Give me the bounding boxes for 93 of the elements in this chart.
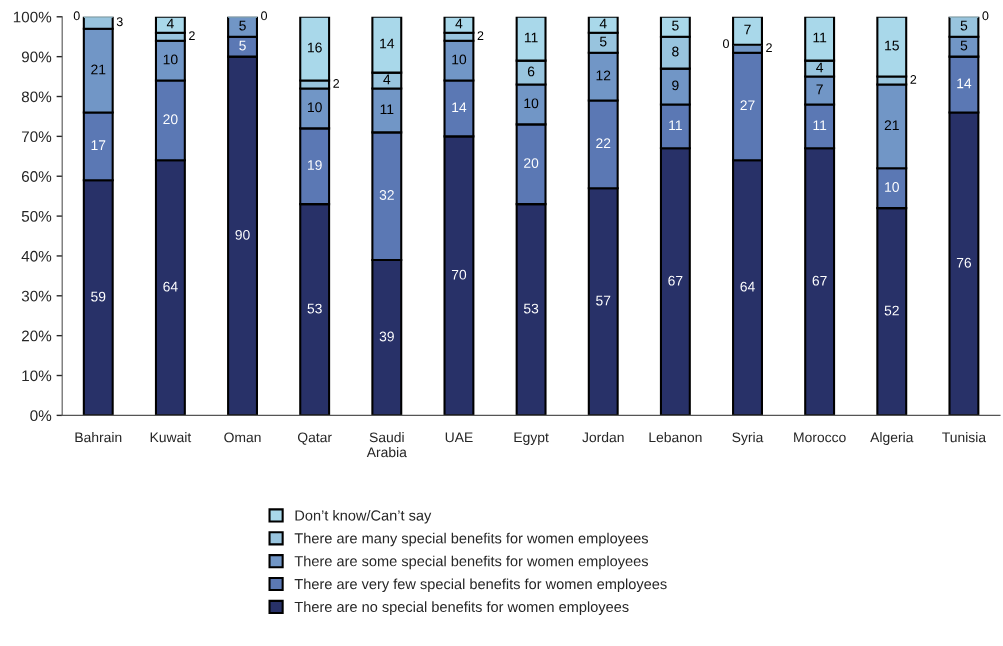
data-label: 11 (813, 32, 827, 43)
data-label: 6 (527, 66, 535, 77)
data-label: 90 (235, 229, 250, 240)
legend-label: There are no special benefits for women employees (294, 601, 629, 615)
x-tick-label: Egypt (514, 432, 549, 445)
y-tick-label: 100% (13, 11, 52, 23)
x-tick-label: Bahrain (75, 432, 122, 443)
data-label: 12 (596, 70, 611, 81)
data-label: 10 (452, 54, 467, 65)
data-label: 5 (239, 20, 246, 31)
data-label: 27 (740, 100, 755, 111)
y-tick-label: 10% (22, 370, 52, 382)
data-label: 5 (960, 20, 968, 31)
data-label: 4 (816, 62, 824, 73)
x-tick-label: Saudi Arabia (366, 432, 407, 458)
data-label: 11 (380, 104, 394, 115)
data-label: 70 (451, 269, 467, 280)
data-label: 21 (884, 120, 899, 130)
data-label: 5 (672, 20, 679, 31)
data-label: 11 (813, 120, 827, 130)
y-tick-label: 20% (21, 330, 52, 342)
y-tick-label: 30% (21, 290, 52, 302)
data-label: 21 (91, 64, 106, 75)
x-tick-label: Morocco (794, 432, 846, 443)
legend-label: Don’t know/Can’t say (295, 509, 432, 524)
data-label: 5 (239, 40, 246, 51)
data-label: 20 (524, 158, 539, 168)
data-label: 11 (669, 120, 682, 130)
data-label: 20 (163, 114, 178, 125)
data-label: 22 (596, 138, 611, 148)
x-tick-label: Tunisia (942, 432, 987, 443)
data-label: 2 (910, 75, 917, 84)
y-tick-label: 60% (21, 171, 52, 182)
x-tick-label: UAE (445, 432, 473, 443)
data-label: 2 (477, 31, 484, 40)
data-label: 19 (308, 160, 322, 170)
data-label: 4 (599, 18, 607, 29)
data-label: 15 (885, 40, 899, 51)
data-label: 67 (812, 275, 827, 286)
y-tick-label: 50% (21, 210, 52, 222)
data-label: 10 (524, 98, 539, 109)
data-label: 64 (740, 281, 755, 292)
x-tick-label: Algeria (870, 432, 914, 445)
data-label: 10 (885, 182, 899, 192)
data-label: 4 (383, 74, 391, 85)
data-label: 11 (524, 32, 538, 43)
data-label: 16 (308, 42, 322, 53)
data-label: 67 (668, 275, 683, 286)
data-label: 53 (523, 303, 539, 314)
data-label: 0 (261, 11, 268, 21)
data-label: 4 (455, 18, 463, 29)
y-tick-label: 90% (21, 51, 52, 63)
data-label: 3 (116, 17, 123, 27)
data-label: 0 (982, 11, 989, 21)
x-tick-label: Syria (732, 432, 764, 445)
data-label: 7 (744, 24, 751, 35)
data-label: 0 (723, 39, 729, 49)
data-label: 2 (333, 79, 340, 88)
x-tick-label: Lebanon (649, 432, 702, 443)
data-label: 32 (379, 190, 394, 200)
data-label: 39 (379, 331, 394, 342)
data-label: 5 (599, 36, 607, 47)
y-tick-label: 70% (21, 131, 52, 143)
legend-label: There are many special benefits for women employees (294, 532, 649, 547)
x-tick-label: Jordan (582, 432, 624, 443)
data-label: 14 (957, 78, 972, 89)
x-tick-label: Oman (224, 432, 261, 443)
legend-label: There are some special benefits for women employees (294, 555, 649, 570)
y-tick-label: 80% (21, 91, 52, 103)
data-label: 59 (91, 291, 106, 302)
data-label: 8 (672, 46, 679, 57)
data-label: 0 (73, 11, 80, 21)
data-label: 7 (816, 84, 823, 95)
x-tick-label: Kuwait (150, 432, 192, 443)
x-tick-label: Qatar (297, 432, 332, 445)
data-label: 53 (307, 303, 322, 314)
data-label: 2 (766, 43, 772, 52)
data-label: 5 (960, 40, 968, 51)
data-label: 4 (166, 18, 174, 29)
data-label: 9 (672, 80, 679, 91)
data-label: 14 (452, 102, 467, 113)
data-label: 76 (956, 257, 972, 268)
data-label: 14 (380, 38, 395, 49)
y-tick-label: 40% (21, 250, 52, 262)
data-label: 57 (596, 295, 611, 306)
data-label: 52 (884, 305, 899, 316)
data-label: 10 (308, 102, 322, 113)
data-label: 10 (163, 54, 178, 65)
data-label: 17 (91, 140, 106, 150)
data-label: 2 (189, 31, 195, 40)
y-tick-label: 0% (30, 410, 52, 422)
legend-label: There are very few special benefits for women employees (294, 578, 667, 593)
data-label: 64 (163, 281, 178, 292)
